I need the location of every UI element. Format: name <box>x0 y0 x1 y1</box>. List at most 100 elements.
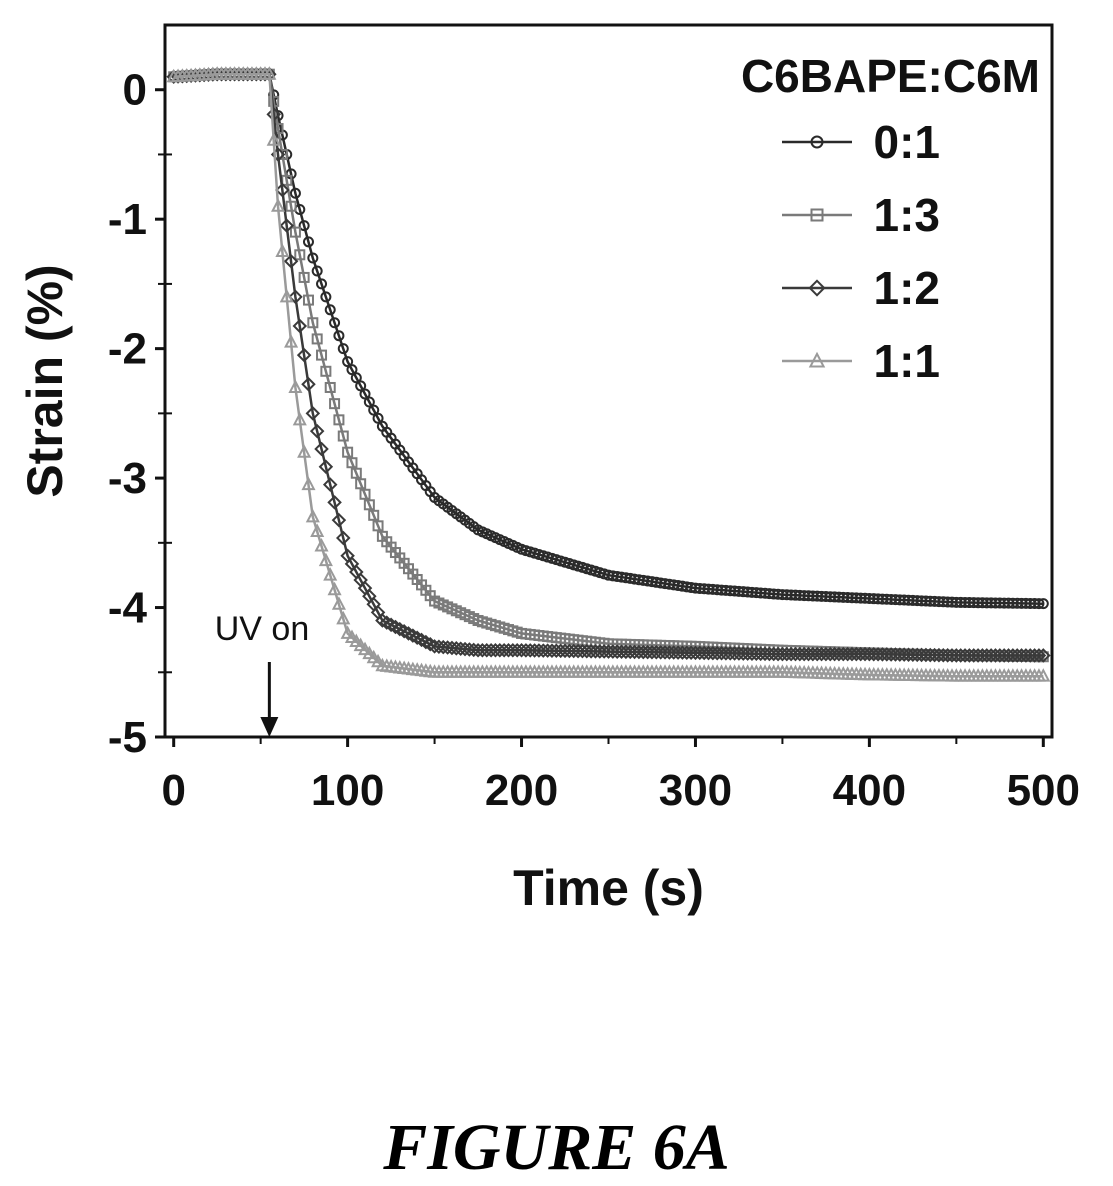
data-point <box>310 523 325 537</box>
data-point <box>449 641 464 656</box>
data-point <box>288 289 303 305</box>
data-point <box>329 317 341 329</box>
data-point <box>305 508 320 523</box>
data-point <box>301 476 316 491</box>
data-point <box>350 467 362 479</box>
data-point <box>1036 668 1051 682</box>
y-tick-label: 0 <box>123 66 147 115</box>
data-point <box>292 411 307 426</box>
x-tick-label: 400 <box>833 766 906 815</box>
y-tick-label: -5 <box>108 713 147 762</box>
data-point <box>329 398 341 410</box>
data-point <box>342 356 354 368</box>
data-point <box>320 365 332 377</box>
series-1-2 <box>166 66 1051 663</box>
uv-on-arrow-head <box>260 717 279 737</box>
x-tick-label: 0 <box>161 766 185 815</box>
data-point <box>431 639 447 655</box>
data-point <box>289 226 301 238</box>
data-point <box>368 509 380 521</box>
data-point <box>336 530 351 546</box>
legend-label: 0:1 <box>874 116 940 168</box>
data-point <box>359 488 371 500</box>
data-point <box>1037 598 1049 610</box>
data-point <box>298 271 310 283</box>
legend-marker <box>808 279 826 297</box>
legend-label: 1:1 <box>874 335 940 387</box>
data-point <box>324 304 336 316</box>
data-point <box>275 243 290 258</box>
data-point <box>285 200 297 212</box>
data-point <box>346 457 358 469</box>
axes: 0 100 200 300 400 500 0 -1 -2 -3 -4 -5 Time (s) Strai… <box>17 23 1080 916</box>
data-point <box>270 198 286 212</box>
data-point <box>316 349 328 361</box>
data-point <box>309 423 325 439</box>
y-tick-label: -2 <box>108 325 147 374</box>
data-point <box>440 640 455 655</box>
data-point <box>318 459 334 475</box>
legend-item: 1:1 <box>782 335 940 387</box>
data-point <box>363 499 375 511</box>
data-point <box>320 291 332 303</box>
data-point <box>372 412 384 424</box>
data-point <box>327 495 342 510</box>
data-point <box>355 478 367 490</box>
x-tick-label: 100 <box>311 766 384 815</box>
legend-label: 1:2 <box>874 262 940 314</box>
data-point <box>288 379 303 393</box>
data-point <box>294 249 306 261</box>
data-point <box>257 66 273 82</box>
data-point <box>327 581 342 596</box>
annotation: UV on <box>215 610 309 737</box>
data-point <box>1031 648 1047 663</box>
x-tick-label: 300 <box>659 766 732 815</box>
data-point <box>284 334 299 348</box>
data-point <box>331 596 346 610</box>
data-point <box>336 610 351 625</box>
data-point <box>302 294 314 306</box>
data-point <box>333 330 345 342</box>
data-point <box>266 107 281 122</box>
data-point <box>266 132 281 146</box>
data-point <box>324 381 336 393</box>
data-point <box>301 376 316 392</box>
data-point <box>331 512 347 528</box>
legend-item: 1:2 <box>782 262 940 314</box>
data-point <box>314 538 329 552</box>
x-axis-title: Time (s) <box>513 860 704 916</box>
data-point <box>292 318 308 334</box>
series-1-1 <box>166 66 1051 682</box>
data-point <box>427 639 442 654</box>
data-point <box>311 265 323 277</box>
data-point <box>305 406 321 421</box>
data-point <box>323 567 338 581</box>
y-axis-title: Strain (%) <box>17 264 73 497</box>
data-point <box>462 642 477 657</box>
legend-title: C6BAPE:C6M <box>741 50 1040 102</box>
data-point <box>453 641 468 656</box>
data-point <box>363 396 375 408</box>
data-point <box>333 414 345 426</box>
data-point <box>342 446 354 458</box>
data-point <box>283 253 299 269</box>
data-point <box>307 252 319 264</box>
legend-marker <box>810 208 824 222</box>
data-point <box>359 388 371 400</box>
x-tick-label: 500 <box>1007 766 1080 815</box>
data-point <box>318 552 333 567</box>
data-point <box>337 343 349 355</box>
data-point <box>302 236 314 248</box>
data-point <box>316 278 328 290</box>
y-tick-label: -3 <box>108 454 147 503</box>
data-point <box>436 639 451 655</box>
data-point <box>444 640 460 656</box>
data-point <box>1033 598 1045 610</box>
data-point <box>350 372 362 384</box>
data-point <box>297 444 312 458</box>
plot-area <box>166 66 1051 682</box>
data-point <box>457 641 473 657</box>
chart: 0 100 200 300 400 500 0 -1 -2 -3 -4 -5 Time (s) Strai… <box>17 23 1080 916</box>
data-point <box>307 317 319 329</box>
data-point <box>296 347 312 363</box>
